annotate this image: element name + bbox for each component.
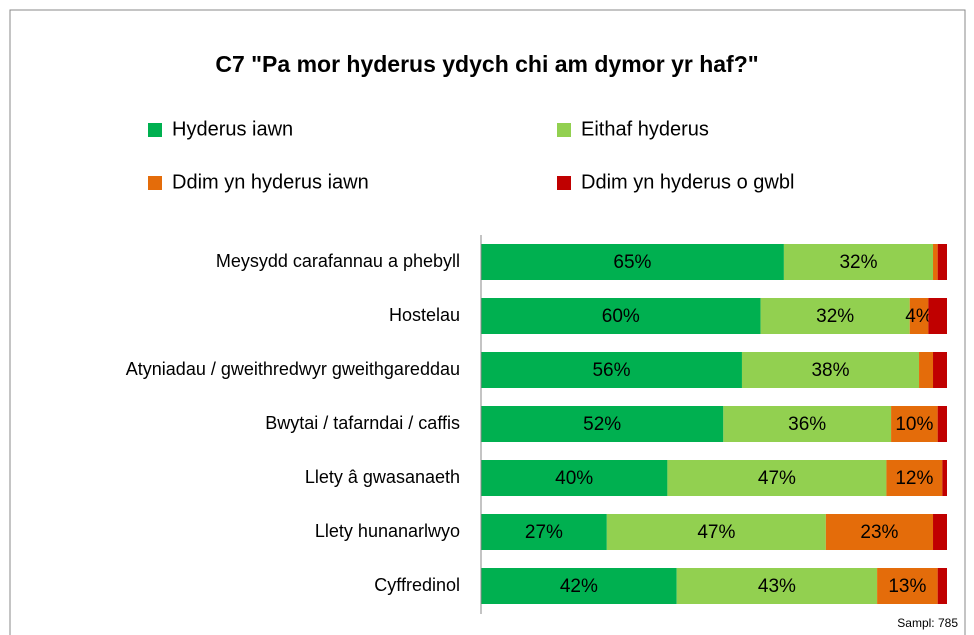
chart-title: C7 "Pa mor hyderus ydych chi am dymor yr… bbox=[215, 51, 758, 77]
legend-swatch bbox=[148, 123, 162, 137]
bar-segment bbox=[919, 352, 934, 388]
data-label: 12% bbox=[895, 468, 933, 489]
category-label: Atyniadau / gweithredwyr gweithgareddau bbox=[126, 359, 460, 379]
bar-segment bbox=[825, 514, 934, 550]
bar-segment bbox=[937, 406, 947, 442]
bar-segment bbox=[909, 298, 929, 334]
data-label: 13% bbox=[888, 576, 926, 597]
data-label: 32% bbox=[839, 252, 877, 273]
category-label: Llety â gwasanaeth bbox=[305, 467, 460, 487]
bar-segment bbox=[877, 568, 938, 604]
bar-segment bbox=[481, 244, 784, 280]
legend-label: Ddim yn hyderus iawn bbox=[172, 171, 369, 193]
bar-segment bbox=[933, 514, 947, 550]
bar-segment bbox=[481, 352, 742, 388]
bar-segment bbox=[481, 568, 677, 604]
category-label: Cyffredinol bbox=[374, 575, 460, 595]
bar-segment bbox=[886, 460, 943, 496]
bar-segment bbox=[928, 298, 947, 334]
data-label: 47% bbox=[758, 468, 796, 489]
bar-segment bbox=[937, 244, 947, 280]
bar-segment bbox=[606, 514, 826, 550]
legend-swatch bbox=[557, 123, 571, 137]
bar-segment bbox=[676, 568, 878, 604]
bar-segment bbox=[933, 352, 947, 388]
legend-label: Ddim yn hyderus o gwbl bbox=[581, 171, 794, 193]
data-label: 4% bbox=[905, 306, 933, 327]
legend-swatch bbox=[557, 176, 571, 190]
data-label: 36% bbox=[788, 414, 826, 435]
data-label: 65% bbox=[613, 252, 651, 273]
data-label: 23% bbox=[860, 522, 898, 543]
bar-segment bbox=[937, 568, 947, 604]
data-label: 38% bbox=[811, 360, 849, 381]
data-label: 52% bbox=[583, 414, 621, 435]
bar-segment bbox=[891, 406, 938, 442]
category-label: Bwytai / tafarndai / caffis bbox=[265, 413, 460, 433]
bar-segment bbox=[741, 352, 920, 388]
data-label: 32% bbox=[816, 306, 854, 327]
data-label: 43% bbox=[758, 576, 796, 597]
legend-swatch bbox=[148, 176, 162, 190]
category-label: Meysydd carafannau a phebyll bbox=[216, 251, 460, 271]
data-label: 40% bbox=[555, 468, 593, 489]
bar-segment bbox=[481, 406, 724, 442]
data-label: 47% bbox=[697, 522, 735, 543]
bar-segment bbox=[481, 298, 761, 334]
bar-segment bbox=[760, 298, 910, 334]
bar-segment bbox=[481, 460, 668, 496]
bar-segment bbox=[933, 244, 938, 280]
category-label: Hostelau bbox=[389, 305, 460, 325]
bar-segment bbox=[942, 460, 947, 496]
data-label: 60% bbox=[602, 306, 640, 327]
legend-label: Hyderus iawn bbox=[172, 118, 293, 140]
data-label: 56% bbox=[592, 360, 630, 381]
bar-segment bbox=[481, 514, 607, 550]
sample-note: Sampl: 785 bbox=[897, 616, 958, 630]
data-label: 42% bbox=[560, 576, 598, 597]
bar-segment bbox=[783, 244, 934, 280]
legend-label: Eithaf hyderus bbox=[581, 118, 709, 140]
bar-segment bbox=[723, 406, 892, 442]
data-label: 10% bbox=[895, 414, 933, 435]
bar-segment bbox=[667, 460, 887, 496]
category-label: Llety hunanarlwyo bbox=[315, 521, 460, 541]
data-label: 27% bbox=[525, 522, 563, 543]
